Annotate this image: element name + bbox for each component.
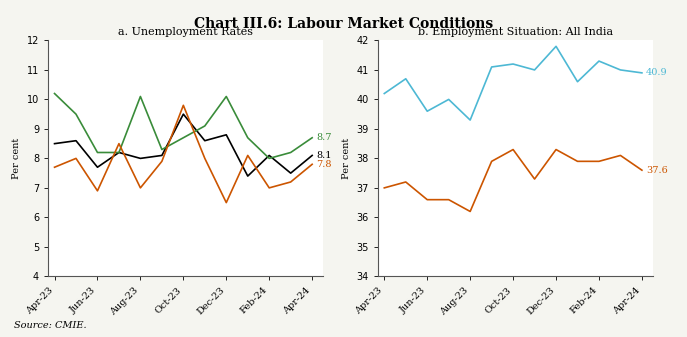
Title: b. Employment Situation: All India: b. Employment Situation: All India [418,27,613,37]
Text: 7.8: 7.8 [317,160,332,169]
Y-axis label: Per cent: Per cent [342,138,351,179]
Text: 8.1: 8.1 [317,151,332,160]
Text: 40.9: 40.9 [646,68,668,78]
Text: 8.7: 8.7 [317,133,332,142]
Text: Chart III.6: Labour Market Conditions: Chart III.6: Labour Market Conditions [194,17,493,31]
Y-axis label: Per cent: Per cent [12,138,21,179]
Title: a. Unemployment Rates: a. Unemployment Rates [118,27,253,37]
Text: 37.6: 37.6 [646,166,668,175]
Text: Source: CMIE.: Source: CMIE. [14,321,87,330]
